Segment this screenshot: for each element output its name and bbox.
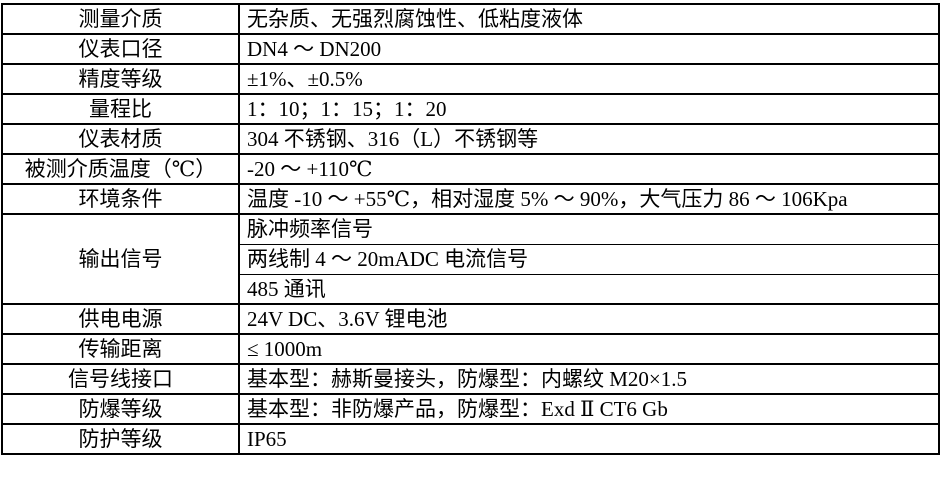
- label-ambient-conditions: 环境条件: [1, 183, 240, 215]
- label-power-supply: 供电电源: [1, 303, 240, 335]
- table-row: 仪表材质 304 不锈钢、316（L）不锈钢等: [1, 123, 940, 155]
- value-signal-cable-interface: 基本型：赫斯曼接头，防爆型：内螺纹 M20×1.5: [238, 363, 940, 395]
- table-row: 信号线接口 基本型：赫斯曼接头，防爆型：内螺纹 M20×1.5: [1, 363, 940, 395]
- value-explosion-proof-rating: 基本型：非防爆产品，防爆型：Exd Ⅱ CT6 Gb: [238, 393, 940, 425]
- value-meter-material: 304 不锈钢、316（L）不锈钢等: [238, 123, 940, 155]
- value-meter-diameter: DN4 ～ DN200: [238, 33, 940, 65]
- value-medium-temperature: -20 ～ +110℃: [238, 153, 940, 185]
- label-measuring-medium: 测量介质: [1, 3, 240, 35]
- label-accuracy-class: 精度等级: [1, 63, 240, 95]
- table-row: 485 通讯: [2, 273, 940, 305]
- label-meter-material: 仪表材质: [1, 123, 240, 155]
- table-row: 防护等级 IP65: [1, 423, 940, 455]
- value-accuracy-class: ±1%、±0.5%: [238, 63, 940, 95]
- table-row: 测量介质 无杂质、无强烈腐蚀性、低粘度液体: [1, 3, 940, 35]
- value-transmission-distance: ≤ 1000m: [238, 333, 940, 365]
- value-turndown-ratio: 1：10；1：15；1：20: [238, 93, 940, 125]
- table-row: 传输距离 ≤ 1000m: [1, 333, 940, 365]
- table-row: 供电电源 24V DC、3.6V 锂电池: [1, 303, 940, 335]
- label-medium-temperature: 被测介质温度（℃）: [1, 153, 240, 185]
- value-output-signal-pulse: 脉冲频率信号: [238, 213, 940, 245]
- value-protection-rating: IP65: [238, 423, 940, 455]
- value-ambient-conditions: 温度 -10 ～ +55℃，相对湿度 5% ～ 90%，大气压力 86 ～ 10…: [238, 183, 940, 215]
- table-row: 被测介质温度（℃） -20 ～ +110℃: [1, 153, 940, 185]
- value-output-signal-485: 485 通讯: [238, 273, 940, 305]
- table-row: 防爆等级 基本型：非防爆产品，防爆型：Exd Ⅱ CT6 Gb: [1, 393, 940, 425]
- label-protection-rating: 防护等级: [1, 423, 240, 455]
- table-row: 两线制 4 ～ 20mADC 电流信号: [2, 243, 940, 275]
- label-explosion-proof-rating: 防爆等级: [1, 393, 240, 425]
- table-row: 精度等级 ±1%、±0.5%: [1, 63, 940, 95]
- label-meter-diameter: 仪表口径: [1, 33, 240, 65]
- label-turndown-ratio: 量程比: [1, 93, 240, 125]
- table-row: 量程比 1：10；1：15；1：20: [1, 93, 940, 125]
- table-row: 仪表口径 DN4 ～ DN200: [1, 33, 940, 65]
- table-row: 环境条件 温度 -10 ～ +55℃，相对湿度 5% ～ 90%，大气压力 86…: [1, 183, 940, 215]
- table-row: 输出信号 脉冲频率信号: [1, 213, 940, 305]
- value-output-signal-current: 两线制 4 ～ 20mADC 电流信号: [238, 243, 940, 275]
- value-power-supply: 24V DC、3.6V 锂电池: [238, 303, 940, 335]
- spec-table: 测量介质 无杂质、无强烈腐蚀性、低粘度液体 仪表口径 DN4 ～ DN200 精…: [1, 3, 940, 455]
- label-output-signal: 输出信号: [1, 213, 240, 305]
- label-signal-cable-interface: 信号线接口: [1, 363, 240, 395]
- value-measuring-medium: 无杂质、无强烈腐蚀性、低粘度液体: [238, 3, 940, 35]
- label-transmission-distance: 传输距离: [1, 333, 240, 365]
